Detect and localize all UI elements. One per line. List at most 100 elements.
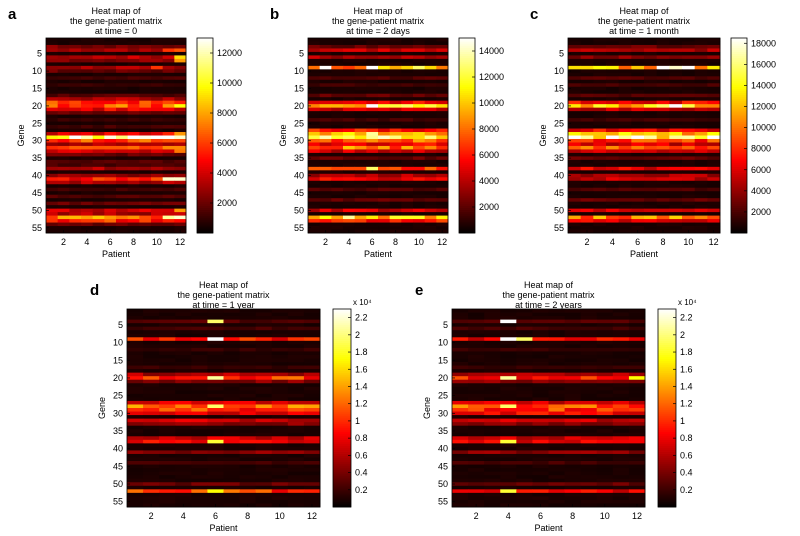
heatmap-cell	[151, 159, 164, 164]
heatmap-cell	[580, 354, 598, 359]
heatmap-cell	[343, 69, 356, 74]
heatmap-cell	[424, 69, 437, 74]
heatmap-cell	[366, 65, 379, 70]
colorbar-tick-label: 10000	[217, 78, 242, 88]
y-tick-label: 5	[118, 320, 123, 330]
heatmap-cell	[207, 478, 224, 483]
heatmap-cell	[239, 326, 257, 331]
colorbar-step	[459, 88, 475, 92]
heatmap-cell	[104, 226, 117, 230]
heatmap-cell	[389, 111, 402, 116]
heatmap-cell	[532, 475, 549, 480]
heatmap-cell	[484, 404, 501, 409]
heatmap-cell	[159, 390, 176, 395]
heatmap-cell	[319, 170, 332, 175]
colorbar-step	[459, 45, 475, 49]
heatmap-cell	[378, 62, 391, 67]
heatmap-cell	[413, 72, 426, 77]
heatmap-cell	[484, 365, 501, 370]
heatmap-cell	[593, 187, 607, 192]
heatmap-cell	[424, 128, 437, 133]
heatmap-cell	[116, 149, 129, 154]
heatmap-cell	[151, 62, 164, 67]
heatmap-cell	[81, 156, 94, 161]
heatmap-cell	[593, 76, 607, 81]
heatmap-cell	[104, 135, 117, 140]
heatmap-cell	[255, 323, 273, 328]
colorbar-tick-label: 8000	[479, 124, 499, 134]
heatmap-cell	[618, 72, 632, 77]
heatmap-cell	[628, 492, 646, 497]
heatmap-cell	[612, 372, 630, 377]
heatmap-cell	[57, 90, 70, 95]
heatmap-cell	[631, 156, 645, 161]
heatmap-cell	[548, 422, 565, 427]
heatmap-cell	[389, 90, 402, 95]
heatmap-cell	[564, 499, 582, 504]
heatmap-cell	[424, 180, 437, 185]
heatmap-cell	[707, 145, 721, 150]
colorbar-step	[333, 402, 351, 405]
heatmap-cell	[500, 461, 517, 465]
heatmap-cell	[548, 362, 565, 366]
heatmap-cell	[568, 184, 582, 189]
heatmap-cell	[271, 400, 289, 405]
heatmap-cell	[516, 415, 533, 420]
heatmap-cell	[92, 145, 105, 150]
heatmap-cell	[46, 180, 59, 185]
heatmap-cell	[223, 450, 240, 455]
heatmap-cell	[401, 125, 414, 129]
heatmap-cell	[331, 191, 344, 196]
heatmap-cell	[191, 429, 208, 434]
colorbar-step	[731, 203, 747, 207]
heatmap-cell	[389, 149, 402, 154]
heatmap-cell	[413, 44, 426, 49]
heatmap-cell	[618, 111, 632, 116]
heatmap-cell	[564, 323, 582, 328]
heatmap-cell	[707, 125, 721, 129]
heatmap-cell	[223, 471, 240, 476]
heatmap-cell	[436, 125, 449, 129]
heatmap-cell	[239, 418, 257, 423]
heatmap-cell	[319, 44, 332, 49]
heatmap-cell	[223, 457, 240, 462]
heatmap-cell	[378, 55, 391, 60]
heatmap-cell	[436, 166, 449, 171]
colorbar-step	[333, 352, 351, 355]
heatmap-cell	[596, 450, 614, 455]
heatmap-cell	[580, 362, 598, 366]
heatmap-cell	[694, 187, 708, 192]
heatmap-cell	[159, 344, 176, 349]
heatmap-cell	[580, 379, 598, 384]
heatmap-cell	[271, 432, 289, 437]
heatmap-cell	[343, 51, 356, 56]
heatmap-cell	[81, 170, 94, 175]
heatmap-cell	[580, 333, 598, 338]
heatmap-cell	[378, 121, 391, 126]
heatmap-cell	[287, 397, 305, 402]
heatmap-cell	[162, 163, 175, 168]
colorbar-step	[197, 127, 213, 131]
heatmap-cell	[92, 104, 105, 109]
heatmap-cell	[46, 138, 59, 143]
heatmap-cell	[612, 468, 630, 473]
heatmap-cell	[424, 152, 437, 157]
heatmap-cell	[271, 362, 289, 366]
heatmap-cell	[468, 485, 485, 490]
heatmap-cell	[303, 457, 321, 462]
heatmap-cell	[436, 118, 449, 122]
heatmap-cell	[239, 432, 257, 437]
heatmap-cell	[287, 411, 305, 416]
heatmap-cell	[580, 62, 594, 67]
heatmap-cell	[287, 351, 305, 356]
heatmap-cell	[239, 379, 257, 384]
heatmap-cell	[644, 100, 658, 105]
heatmap-cell	[424, 191, 437, 196]
colorbar-step	[658, 447, 676, 450]
heatmap-cell	[46, 38, 59, 42]
heatmap-cell	[452, 471, 469, 476]
heatmap-cell	[401, 152, 414, 157]
heatmap-cell	[354, 62, 367, 67]
heatmap-cell	[389, 208, 402, 213]
heatmap-cell	[644, 114, 658, 119]
